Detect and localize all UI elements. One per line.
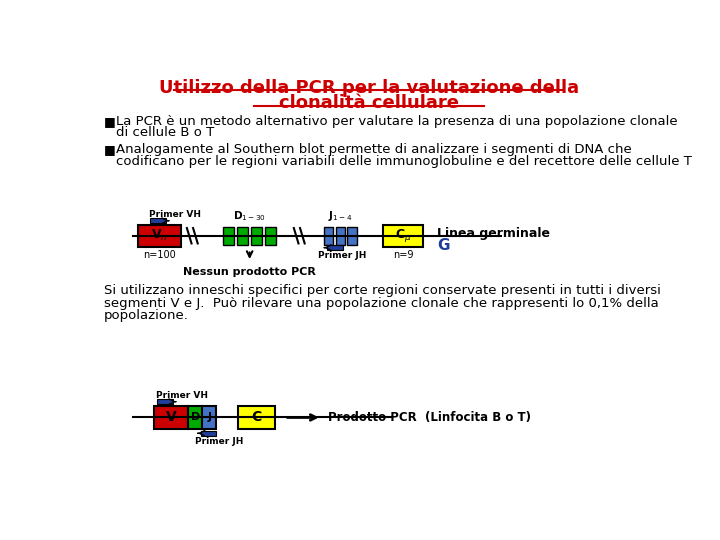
Bar [238, 406, 275, 429]
Text: Primer VH: Primer VH [156, 392, 208, 400]
Text: popolazione.: popolazione. [104, 309, 189, 322]
Text: V: V [166, 410, 176, 424]
Text: J: J [207, 413, 212, 422]
Bar [158, 399, 173, 404]
Bar [150, 218, 166, 224]
Text: Utilizzo della PCR per la valutazione della: Utilizzo della PCR per la valutazione de… [159, 79, 579, 97]
Text: ■: ■ [104, 143, 116, 157]
Bar [324, 226, 333, 245]
Bar [265, 226, 276, 245]
Bar [153, 406, 189, 429]
Text: Prodotto PCR  (Linfocita B o T): Prodotto PCR (Linfocita B o T) [328, 411, 531, 424]
Bar [138, 225, 181, 247]
Bar [327, 245, 343, 251]
Text: Primer VH: Primer VH [149, 211, 201, 219]
Bar [336, 226, 345, 245]
Bar [383, 225, 423, 247]
Text: La PCR è un metodo alternativo per valutare la presenza di una popolazione clona: La PCR è un metodo alternativo per valut… [117, 115, 678, 128]
Text: ■: ■ [104, 115, 116, 128]
Text: Analogamente al Southern blot permette di analizzare i segmenti di DNA che: Analogamente al Southern blot permette d… [117, 143, 632, 157]
Text: Nessun prodotto PCR: Nessun prodotto PCR [183, 267, 316, 276]
Bar [238, 226, 248, 245]
Text: D$_{1-30}$: D$_{1-30}$ [233, 209, 266, 222]
Text: segmenti V e J.  Può rilevare una popolazione clonale che rappresenti lo 0,1% de: segmenti V e J. Può rilevare una popolaz… [104, 296, 659, 309]
Bar [347, 226, 356, 245]
Text: J$_{1-4}$: J$_{1-4}$ [328, 208, 353, 222]
Bar [202, 406, 216, 429]
Text: C$_\mu$: C$_\mu$ [395, 227, 411, 244]
Text: C: C [251, 410, 262, 424]
Text: clonalità cellulare: clonalità cellulare [279, 94, 459, 112]
Text: codificano per le regioni variabili delle immunoglobuline e del recettore delle : codificano per le regioni variabili dell… [117, 155, 692, 168]
Text: G: G [437, 238, 450, 253]
Text: n=9: n=9 [393, 251, 413, 260]
Text: V$_n$: V$_n$ [151, 228, 168, 244]
Bar [189, 406, 202, 429]
Text: n=100: n=100 [143, 251, 176, 260]
Text: Primer JH: Primer JH [318, 251, 366, 260]
Text: Si utilizzano inneschi specifici per corte regioni conservate presenti in tutti : Si utilizzano inneschi specifici per cor… [104, 284, 661, 297]
Bar [251, 226, 262, 245]
Text: di cellule B o T: di cellule B o T [117, 126, 215, 139]
Text: D: D [191, 413, 200, 422]
Text: Linea germinale: Linea germinale [437, 226, 550, 240]
Text: Primer JH: Primer JH [194, 437, 243, 445]
Bar [201, 430, 216, 436]
Bar [223, 226, 234, 245]
